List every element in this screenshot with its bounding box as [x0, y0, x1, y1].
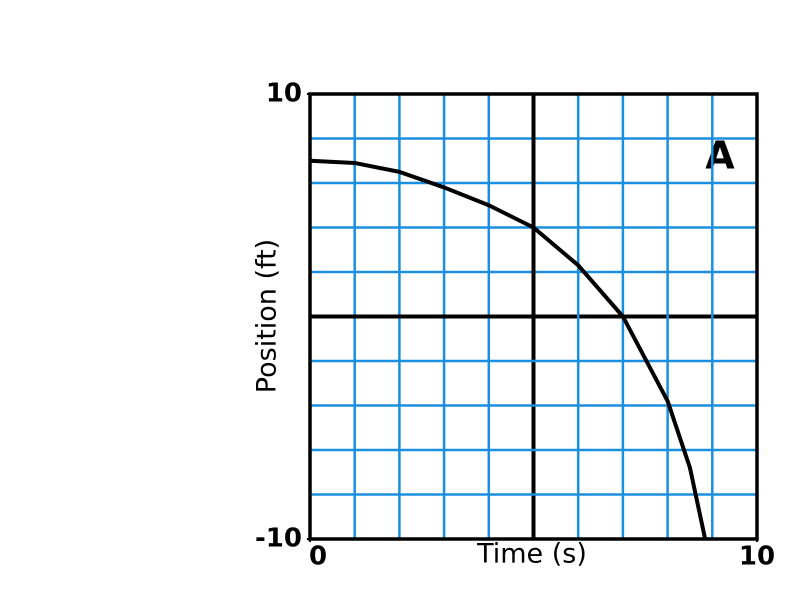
x-tick-label: 10 — [739, 542, 775, 572]
y-axis-label: Position (ft) — [252, 239, 283, 393]
plot-frame — [308, 92, 759, 541]
y-tick-label: -10 — [255, 524, 302, 554]
x-tick-label: 0 — [309, 542, 327, 572]
y-tick-label: 10 — [266, 79, 302, 109]
annotation: A — [705, 134, 735, 178]
line — [309, 158, 708, 540]
x-axis-label: Time (s) — [476, 539, 587, 570]
